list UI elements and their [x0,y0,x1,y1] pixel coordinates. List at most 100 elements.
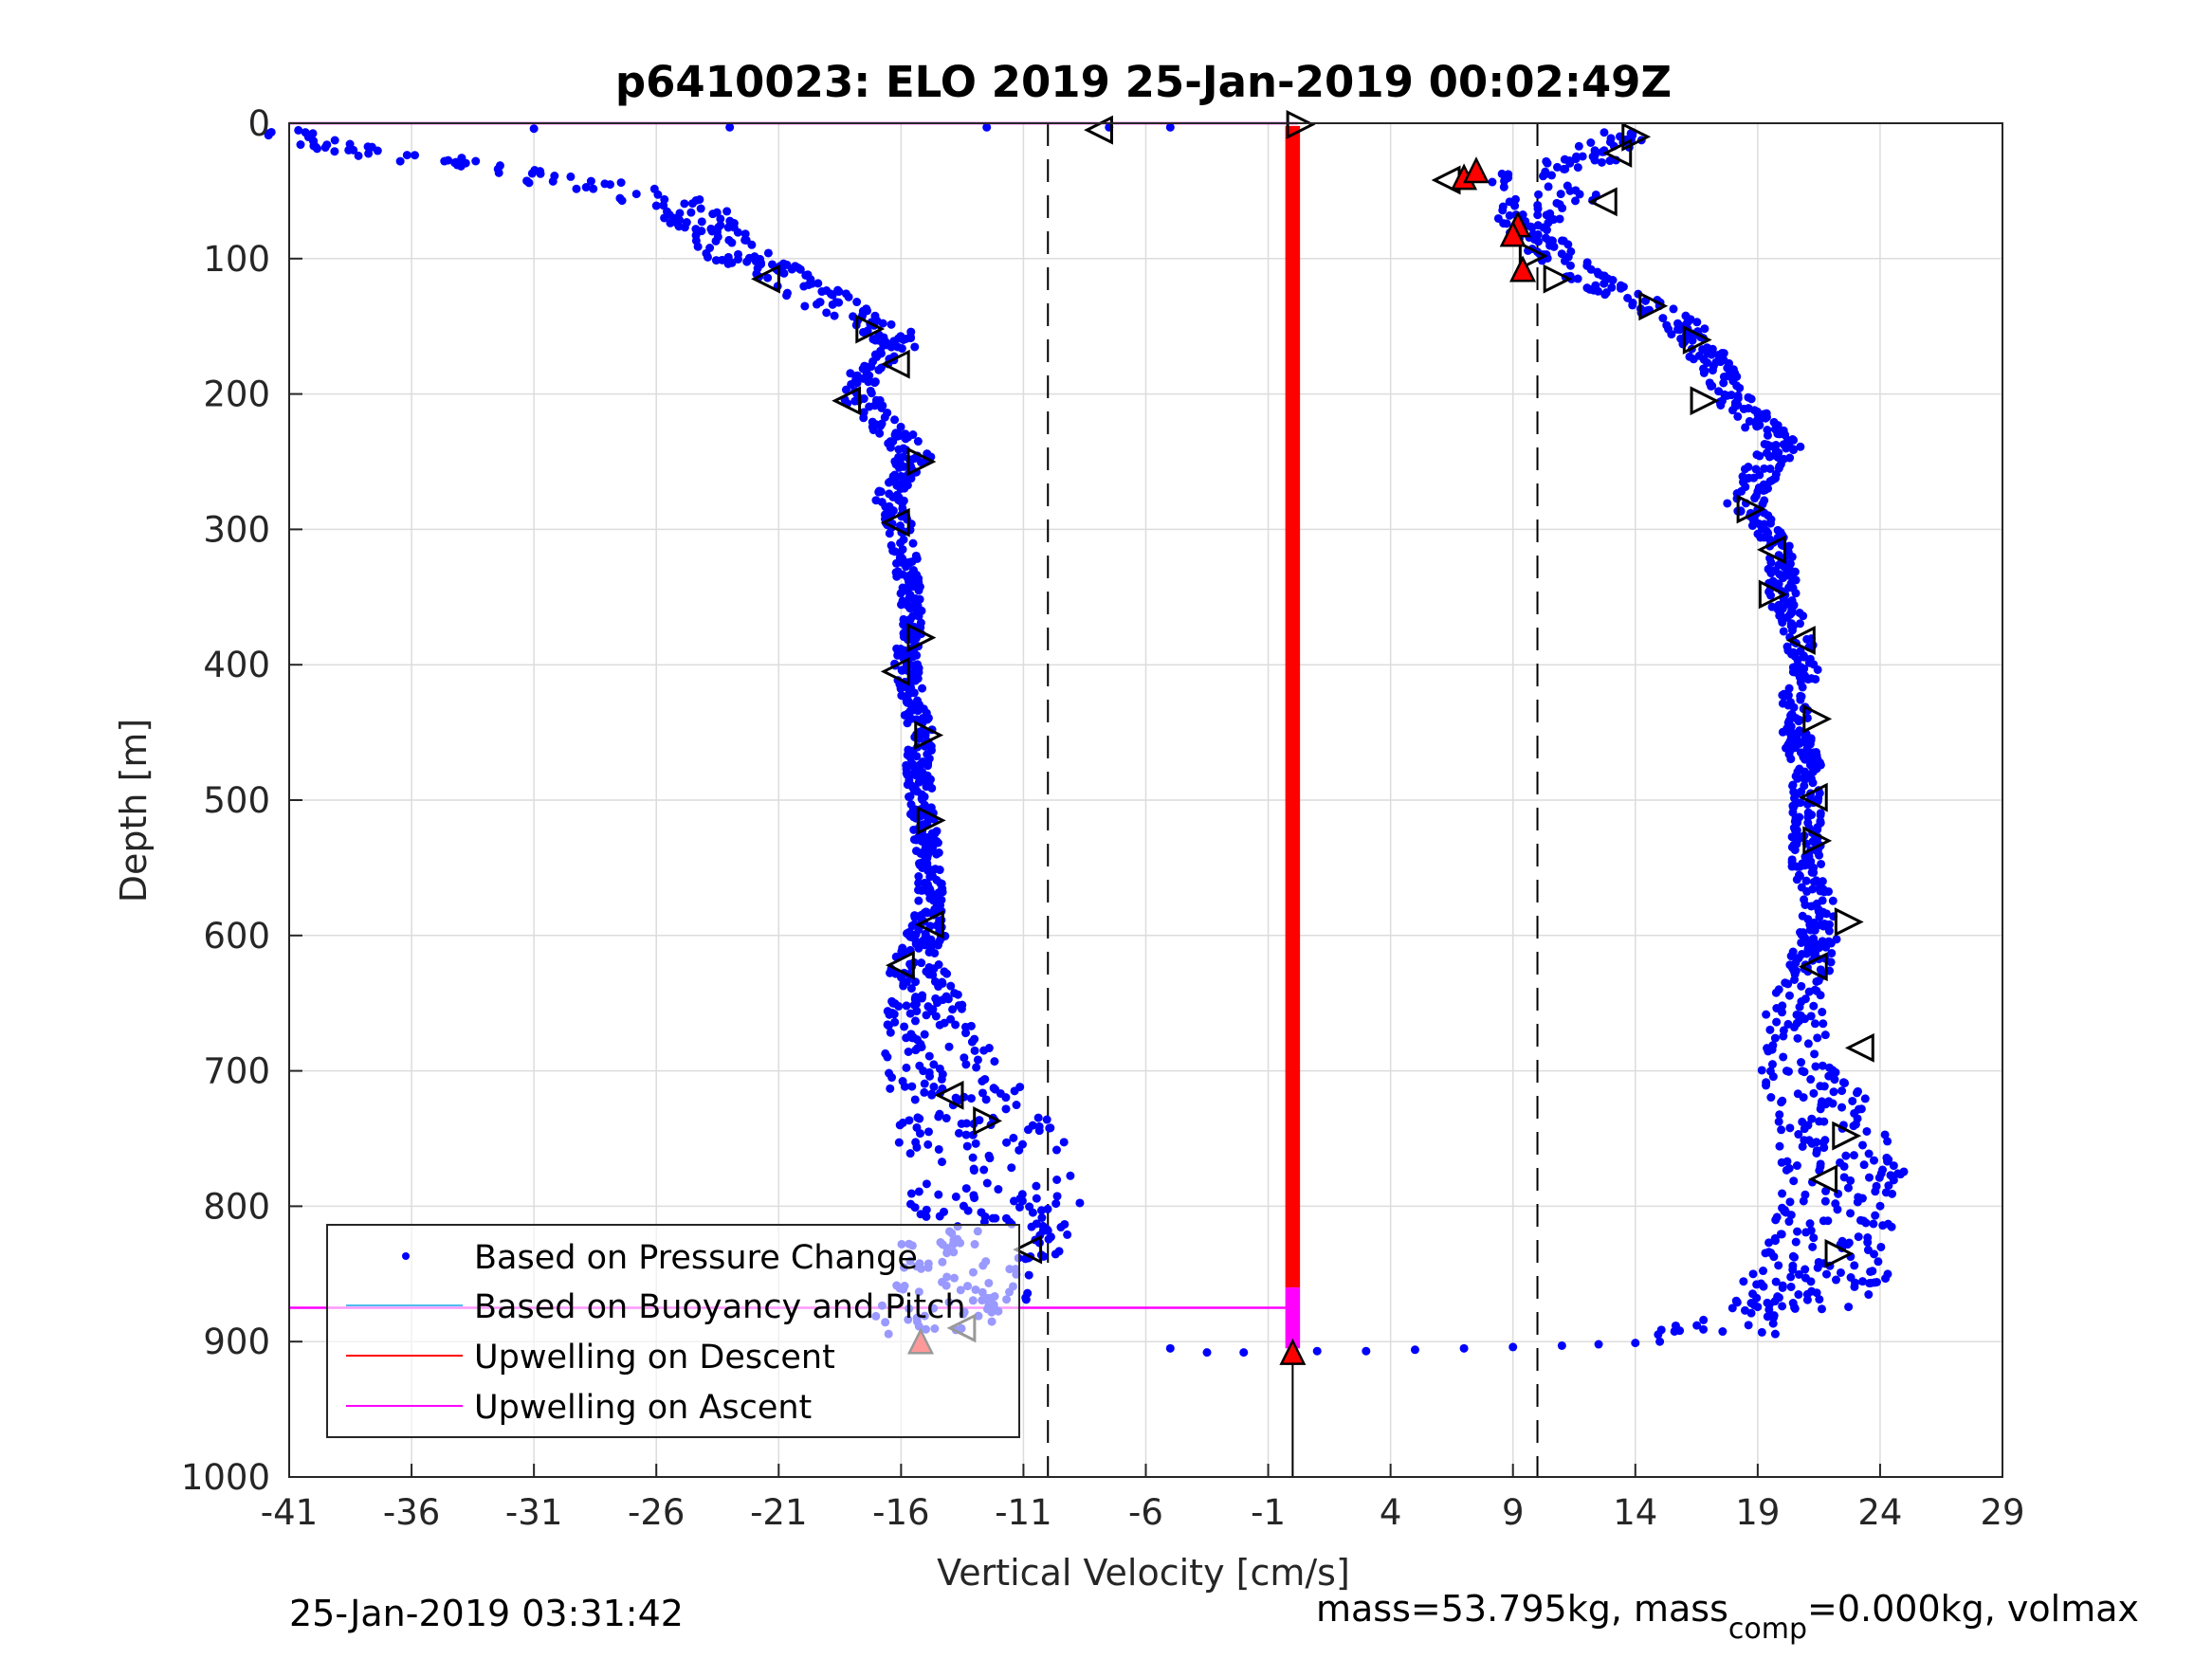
red-triangle-marker [1462,156,1490,184]
descent-velocity-point [1063,1230,1072,1239]
ascent-velocity-point [1813,1033,1822,1043]
ascent-velocity-point [1698,345,1708,355]
y-tick-label: 300 [203,509,270,550]
descent-velocity-point [959,1201,968,1211]
descent-velocity-point [968,1153,978,1162]
descent-velocity-point [926,741,936,751]
descent-velocity-point [711,236,721,246]
ascent-velocity-point [1788,435,1798,445]
descent-velocity-point [905,1149,915,1158]
descent-velocity-point [886,1084,895,1093]
ascent-velocity-point [1605,137,1615,147]
ascent-velocity-point [1806,734,1816,743]
ascent-velocity-point [1824,937,1834,946]
descent-velocity-point [961,1060,971,1069]
descent-velocity-point [902,693,911,702]
descent-velocity-point [923,1139,933,1149]
ascent-velocity-point [1806,925,1816,935]
ascent-velocity-point [1534,190,1544,199]
descent-velocity-point [960,1053,969,1063]
ascent-velocity-point [1813,823,1822,832]
ascent-velocity-point [1784,583,1794,592]
descent-velocity-point [903,586,912,595]
ascent-velocity-point [1740,465,1749,474]
ascent-velocity-point [1816,809,1825,818]
descent-velocity-point [898,452,907,462]
descent-velocity-point [910,580,920,590]
ascent-velocity-point [1806,1012,1816,1021]
descent-velocity-point [923,908,932,918]
ascent-velocity-point [1881,1274,1891,1284]
descent-velocity-point [716,214,725,224]
descent-velocity-point [966,1094,976,1103]
ascent-triangle-marker [1824,1238,1855,1268]
descent-velocity-point [907,1082,917,1091]
ascent-velocity-point [1770,1033,1780,1043]
descent-velocity-point [922,1212,931,1221]
ascent-velocity-point [1817,940,1826,950]
descent-velocity-point [461,158,470,168]
ascent-velocity-point [1628,131,1637,140]
ascent-velocity-point [1499,182,1508,191]
descent-velocity-point [951,1192,960,1201]
descent-velocity-point [763,273,773,283]
ascent-velocity-point [1533,204,1543,213]
ascent-velocity-point [1787,862,1797,871]
descent-velocity-point [938,1158,947,1167]
footer-mass-rest: =0.000kg, volmax [1807,1588,2139,1630]
ascent-velocity-point [1844,1303,1854,1312]
plot-frame [288,122,2003,1478]
descent-velocity-point [923,776,933,786]
ascent-triangle-marker [1602,137,1633,168]
ascent-velocity-point [1662,320,1672,330]
ascent-velocity-point [1866,1267,1875,1276]
descent-velocity-point [822,308,832,318]
descent-velocity-point [970,1034,979,1044]
y-tick-label: 1000 [181,1457,270,1498]
descent-velocity-point [893,429,903,439]
descent-velocity-point [896,484,905,494]
ascent-velocity-point [1803,1121,1813,1130]
ascent-velocity-point [1807,867,1817,877]
descent-velocity-point [1001,1093,1011,1103]
ascent-velocity-point [1762,412,1771,422]
descent-velocity-point [1015,1145,1024,1155]
descent-velocity-point [941,1114,951,1123]
ascent-velocity-point [1844,1238,1854,1248]
bottom-velocity-point [1239,1348,1249,1358]
ascent-velocity-point [1728,1304,1737,1313]
ascent-velocity-point [1824,886,1834,896]
descent-velocity-point [929,1082,939,1091]
y-axis-label: Depth [m] [113,719,155,903]
descent-velocity-point [914,872,923,882]
descent-velocity-point [935,1020,944,1030]
ascent-velocity-point [1594,286,1603,296]
ascent-velocity-point [1797,981,1806,991]
ascent-velocity-point [1771,441,1781,450]
ascent-velocity-point [1769,1311,1779,1321]
descent-velocity-point [911,633,921,643]
ascent-velocity-point [1870,1156,1879,1165]
ascent-velocity-point [1794,1290,1803,1300]
ascent-velocity-point [1792,826,1801,835]
ascent-velocity-point [1828,896,1837,905]
ascent-velocity-point [1818,1008,1827,1017]
ascent-velocity-point [1498,206,1508,215]
descent-velocity-point [696,204,705,213]
ascent-velocity-point [1800,664,1809,673]
ascent-velocity-point [1725,358,1734,368]
descent-velocity-point [536,169,545,178]
ascent-velocity-point [1744,392,1753,402]
ascent-velocity-point [1841,1151,1851,1160]
ascent-velocity-point [1778,1203,1787,1212]
ascent-velocity-point [1812,751,1821,760]
ascent-velocity-point [1505,210,1514,220]
ascent-velocity-point [1797,692,1806,702]
ascent-velocity-point [1692,1321,1702,1330]
descent-velocity-point [702,248,711,258]
descent-velocity-point [910,1016,920,1026]
ascent-velocity-point [1786,621,1796,630]
descent-velocity-point [910,342,920,352]
descent-velocity-point [927,1090,937,1100]
descent-velocity-point [1052,1176,1062,1185]
